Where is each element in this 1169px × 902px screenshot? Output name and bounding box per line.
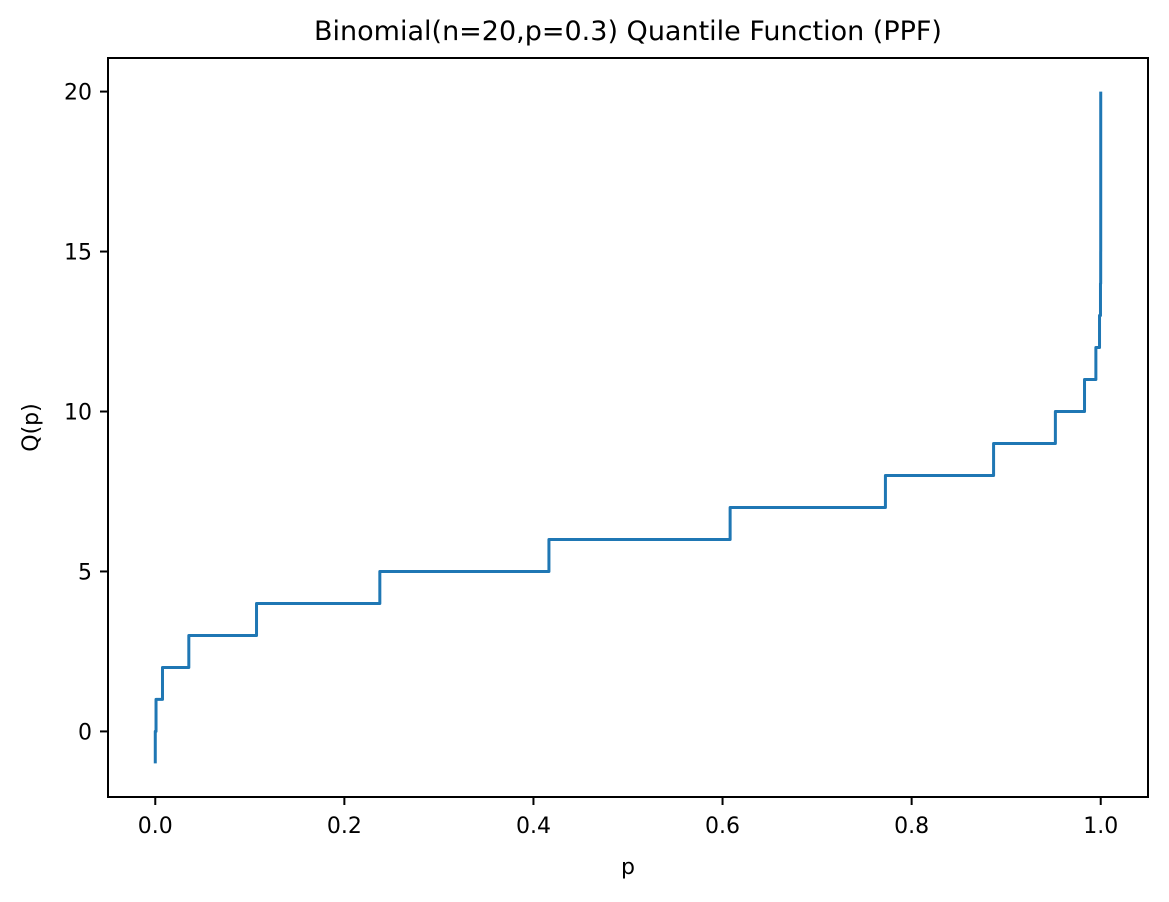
x-axis-label: p <box>621 855 635 880</box>
x-tick-label: 0.8 <box>894 814 929 839</box>
chart-title: Binomial(n=20,p=0.3) Quantile Function (… <box>314 16 942 47</box>
x-axis-ticks: 0.0 0.2 0.4 0.6 0.8 1.0 <box>138 797 1118 839</box>
y-tick-label: 5 <box>78 560 92 585</box>
y-tick-label: 15 <box>64 241 92 266</box>
y-tick-label: 10 <box>64 401 92 426</box>
axes-spines <box>107 57 1149 798</box>
y-axis-label: Q(p) <box>19 403 44 451</box>
x-tick-label: 0.2 <box>327 814 362 839</box>
x-tick-label: 1.0 <box>1083 814 1118 839</box>
x-tick-label: 0.4 <box>516 814 551 839</box>
ppf-step-line <box>153 91 1103 764</box>
series-group <box>153 91 1103 764</box>
y-axis-ticks: 0 5 10 15 20 <box>64 81 108 745</box>
x-tick-label: 0.0 <box>138 814 173 839</box>
y-tick-label: 0 <box>78 720 92 745</box>
x-tick-label: 0.6 <box>705 814 740 839</box>
y-tick-label: 20 <box>64 81 92 106</box>
